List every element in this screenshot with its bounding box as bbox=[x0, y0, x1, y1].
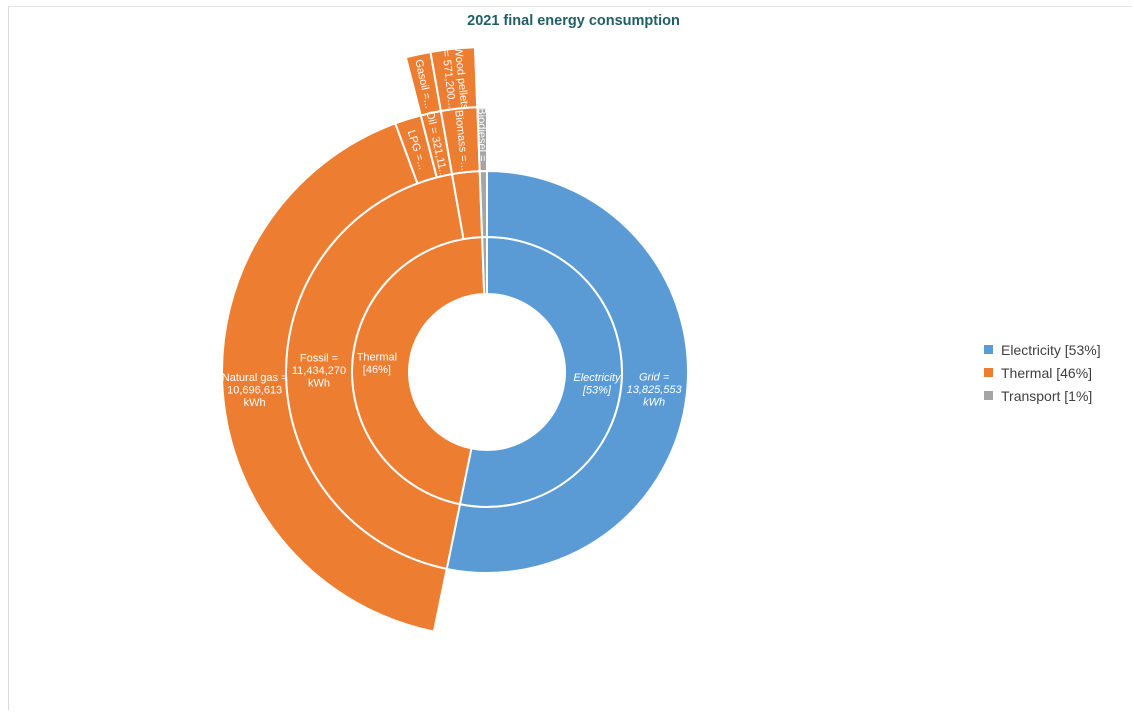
label-ring1-electricity: Electricity [53%] bbox=[573, 372, 622, 397]
segment-ring2-grid[interactable] bbox=[445, 169, 689, 574]
label-ring3-biodiesel: Biodiesel =... bbox=[475, 107, 488, 171]
segment-ring2-biodiesel[interactable] bbox=[478, 169, 488, 239]
sunburst-segments bbox=[220, 46, 689, 633]
legend-item-transport[interactable]: Transport [1%] bbox=[984, 384, 1101, 407]
label-ring1-thermal: Thermal [46%] bbox=[357, 352, 397, 377]
segment-ring4-other-biomass[interactable] bbox=[474, 46, 479, 109]
label-ring2-fossil: Fossil = 11,434,270 kWh bbox=[292, 352, 346, 389]
segment-ring3-natural-gas[interactable] bbox=[220, 122, 448, 633]
segment-ring3-biodiesel[interactable] bbox=[476, 105, 488, 173]
legend-swatch-thermal bbox=[984, 368, 993, 377]
legend-label-transport: Transport [1%] bbox=[1001, 387, 1093, 404]
chart-legend: Electricity [53%] Thermal [46%] Transpor… bbox=[984, 338, 1101, 407]
legend-swatch-electricity bbox=[984, 345, 993, 354]
label-ring2-grid: Grid = 13,825,553 kWh bbox=[627, 371, 683, 408]
legend-swatch-transport bbox=[984, 391, 993, 400]
legend-label-electricity: Electricity [53%] bbox=[1001, 341, 1101, 358]
legend-item-thermal[interactable]: Thermal [46%] bbox=[984, 361, 1101, 384]
legend-label-thermal: Thermal [46%] bbox=[1001, 364, 1093, 381]
legend-item-electricity[interactable]: Electricity [53%] bbox=[984, 338, 1101, 361]
label-ring3-natural-gas: Natural gas = 10,696,613 kWh bbox=[222, 372, 288, 409]
chart-title: 2021 final energy consumption bbox=[467, 13, 680, 29]
chart-frame bbox=[8, 6, 1132, 710]
